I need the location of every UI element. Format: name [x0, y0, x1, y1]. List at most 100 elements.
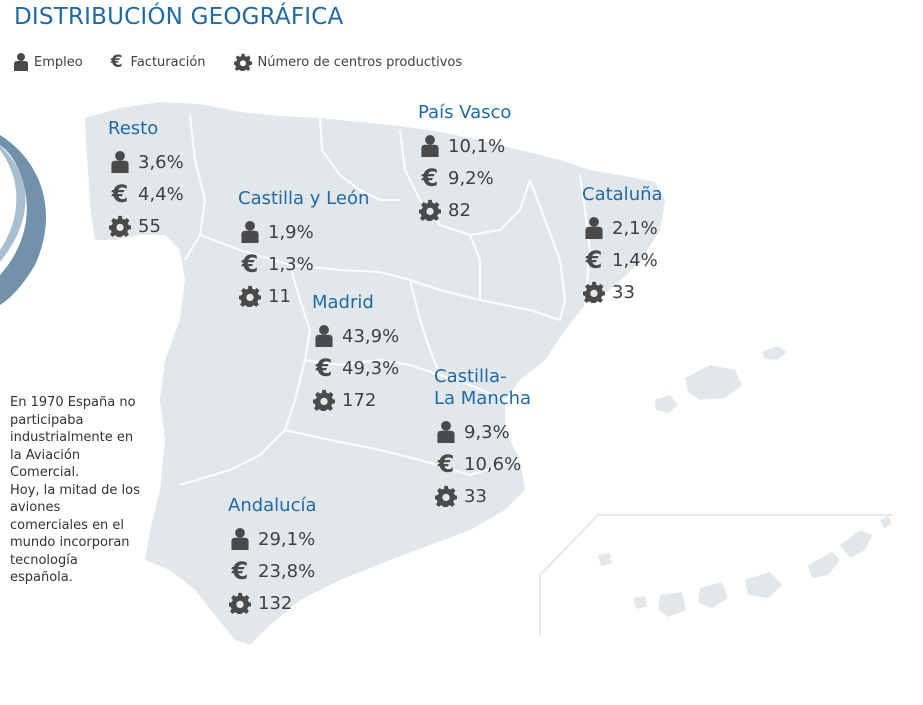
page-title: DISTRIBUCIÓN GEOGRÁFICA: [14, 4, 344, 30]
revenue-row: € 1,3%: [238, 248, 369, 280]
revenue-value: 1,3%: [268, 253, 314, 275]
euro-icon: €: [315, 354, 333, 382]
revenue-row: € 9,2%: [418, 162, 511, 194]
region-name: Madrid: [312, 292, 374, 313]
person-icon: [108, 150, 132, 174]
centers-value: 33: [612, 281, 635, 303]
employment-row: 29,1%: [228, 523, 317, 555]
revenue-row: € 10,6%: [434, 448, 531, 480]
employment-row: 9,3%: [434, 416, 531, 448]
employment-value: 9,3%: [464, 421, 510, 443]
employment-value: 1,9%: [268, 221, 314, 243]
region-cataluna: Cataluña 2,1% € 1,4% 33: [582, 184, 663, 308]
region-castilla-la-mancha: Castilla- La Mancha 9,3% € 10,6% 33: [434, 366, 531, 512]
legend-label-revenue: Facturación: [130, 54, 206, 70]
euro-icon: €: [231, 557, 249, 585]
note-line: aviones: [10, 500, 61, 515]
employment-row: 1,9%: [238, 216, 369, 248]
employment-value: 10,1%: [448, 135, 506, 157]
decorative-arc: [0, 135, 47, 305]
centers-value: 11: [268, 285, 291, 307]
note-line: comerciales en el: [10, 517, 125, 533]
centers-value: 132: [258, 592, 293, 614]
revenue-value: 23,8%: [258, 560, 316, 582]
revenue-value: 49,3%: [342, 357, 400, 379]
region-madrid: Madrid 43,9% € 49,3% 172: [312, 292, 399, 416]
revenue-row: € 4,4%: [108, 178, 184, 210]
person-icon: [238, 220, 262, 244]
euro-icon: €: [421, 164, 439, 192]
peninsula-shape: [85, 102, 665, 645]
note-line: Hoy, la mitad de los: [10, 482, 140, 498]
revenue-row: € 49,3%: [312, 352, 400, 384]
region-name: Resto: [108, 118, 159, 139]
note-line: española.: [10, 570, 73, 585]
revenue-value: 10,6%: [464, 453, 522, 475]
centers-value: 55: [138, 215, 161, 237]
note-line: participaba: [10, 412, 84, 428]
employment-row: 3,6%: [108, 146, 184, 178]
region-pais-vasco: País Vasco 10,1% € 9,2% 82: [418, 102, 511, 226]
note-line: Comercial.: [10, 465, 80, 480]
note-line: la Aviación: [10, 447, 81, 463]
person-icon: [312, 324, 336, 348]
employment-value: 29,1%: [258, 528, 316, 550]
employment-row: 10,1%: [418, 130, 511, 162]
region-name: Castilla y León: [238, 188, 370, 209]
revenue-value: 9,2%: [448, 167, 494, 189]
gear-icon: [312, 388, 336, 412]
canary-islands-inset: [539, 514, 893, 636]
region-name-line1: Castilla-: [434, 366, 507, 387]
euro-icon: €: [111, 180, 129, 208]
note-line: mundo incorporan: [10, 535, 130, 550]
region-name: Cataluña: [582, 184, 663, 205]
legend-item-employment: Empleo: [14, 53, 83, 71]
note-line: En 1970 España no: [10, 395, 136, 410]
legend-label-centers: Número de centros productivos: [257, 54, 463, 70]
region-castilla-leon: Castilla y León 1,9% € 1,3% 11: [238, 188, 369, 312]
employment-value: 43,9%: [342, 325, 400, 347]
employment-row: 2,1%: [582, 212, 663, 244]
euro-icon: €: [241, 250, 259, 278]
region-name-line2: La Mancha: [434, 388, 532, 409]
side-note: En 1970 España no participaba industrial…: [10, 394, 140, 587]
legend-item-revenue: € Facturación: [111, 52, 206, 72]
centers-value: 82: [448, 199, 471, 221]
centers-value: 33: [464, 485, 487, 507]
region-name: País Vasco: [418, 102, 512, 123]
centers-row: 132: [228, 587, 317, 619]
legend-item-centers: Número de centros productivos: [233, 53, 463, 71]
revenue-row: € 1,4%: [582, 244, 663, 276]
gear-icon: [228, 591, 252, 615]
centers-row: 172: [312, 384, 399, 416]
euro-icon: €: [110, 52, 123, 72]
centers-row: 33: [582, 276, 663, 308]
centers-row: 11: [238, 280, 369, 312]
euro-icon: €: [437, 450, 455, 478]
revenue-value: 1,4%: [612, 249, 658, 271]
gear-icon: [418, 198, 442, 222]
centers-row: 55: [108, 210, 184, 242]
revenue-value: 4,4%: [138, 183, 184, 205]
legend: Empleo € Facturación Número de centros p…: [14, 52, 490, 72]
gear-icon: [582, 280, 606, 304]
employment-row: 43,9%: [312, 320, 399, 352]
euro-icon: €: [585, 246, 603, 274]
balearic-islands: [685, 365, 742, 400]
person-icon: [582, 216, 606, 240]
centers-value: 172: [342, 389, 377, 411]
person-icon: [434, 420, 458, 444]
legend-label-employment: Empleo: [34, 54, 83, 70]
gear-icon: [434, 484, 458, 508]
centers-row: 82: [418, 194, 511, 226]
gear-icon: [233, 53, 252, 71]
note-line: industrialmente en: [10, 430, 134, 445]
person-icon: [418, 134, 442, 158]
gear-icon: [108, 214, 132, 238]
centers-row: 33: [434, 480, 531, 512]
revenue-row: € 23,8%: [228, 555, 317, 587]
gear-icon: [238, 284, 262, 308]
employment-value: 2,1%: [612, 217, 658, 239]
person-icon: [14, 53, 28, 71]
region-andalucia: Andalucía 29,1% € 23,8% 132: [228, 495, 317, 619]
